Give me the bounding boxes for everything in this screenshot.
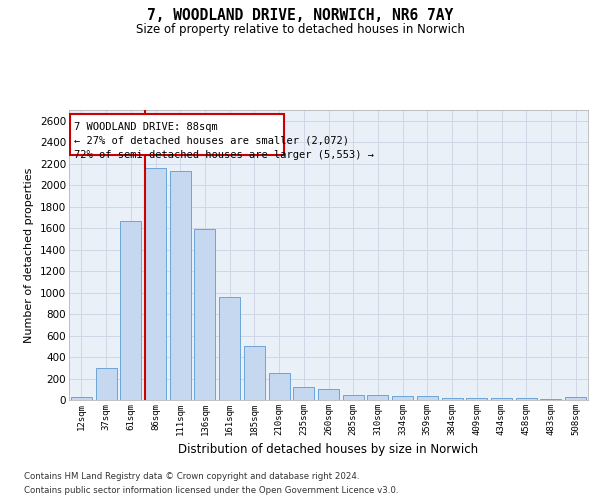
- Text: 7 WOODLAND DRIVE: 88sqm: 7 WOODLAND DRIVE: 88sqm: [74, 122, 218, 132]
- FancyBboxPatch shape: [70, 114, 284, 155]
- Text: Contains public sector information licensed under the Open Government Licence v3: Contains public sector information licen…: [24, 486, 398, 495]
- Y-axis label: Number of detached properties: Number of detached properties: [25, 168, 34, 342]
- Bar: [367, 394, 388, 400]
- Bar: [565, 398, 586, 400]
- Text: Contains HM Land Registry data © Crown copyright and database right 2024.: Contains HM Land Registry data © Crown c…: [24, 472, 359, 481]
- Bar: [516, 398, 537, 400]
- Bar: [120, 220, 141, 400]
- Bar: [71, 398, 92, 400]
- Bar: [170, 171, 191, 400]
- Bar: [244, 346, 265, 400]
- Bar: [95, 368, 116, 400]
- Text: Size of property relative to detached houses in Norwich: Size of property relative to detached ho…: [136, 22, 464, 36]
- Bar: [145, 168, 166, 400]
- Bar: [318, 390, 339, 400]
- X-axis label: Distribution of detached houses by size in Norwich: Distribution of detached houses by size …: [178, 444, 479, 456]
- Bar: [194, 229, 215, 400]
- Bar: [491, 398, 512, 400]
- Text: 72% of semi-detached houses are larger (5,553) →: 72% of semi-detached houses are larger (…: [74, 150, 374, 160]
- Bar: [417, 396, 438, 400]
- Bar: [442, 398, 463, 400]
- Text: ← 27% of detached houses are smaller (2,072): ← 27% of detached houses are smaller (2,…: [74, 136, 349, 146]
- Bar: [219, 297, 240, 400]
- Bar: [293, 387, 314, 400]
- Bar: [466, 398, 487, 400]
- Bar: [343, 394, 364, 400]
- Text: 7, WOODLAND DRIVE, NORWICH, NR6 7AY: 7, WOODLAND DRIVE, NORWICH, NR6 7AY: [147, 8, 453, 22]
- Bar: [269, 373, 290, 400]
- Bar: [392, 396, 413, 400]
